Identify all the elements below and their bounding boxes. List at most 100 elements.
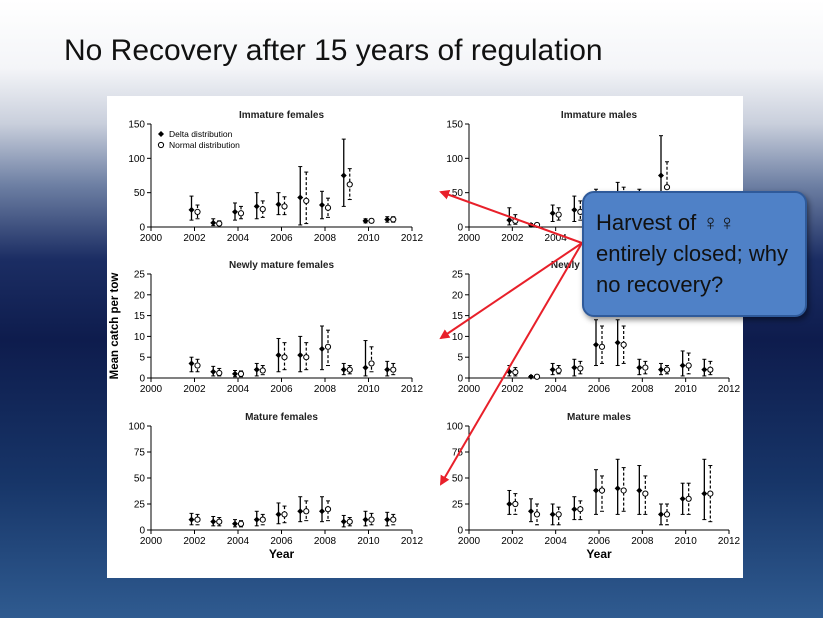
y-tick-label: 50 [134, 188, 146, 199]
x-tick-label: 2008 [314, 536, 337, 547]
legend-normal-label: Normal distribution [169, 140, 240, 150]
y-tick-label: 20 [134, 290, 146, 301]
x-tick-label: 2010 [675, 536, 698, 547]
normal-point [707, 490, 714, 497]
delta-point [188, 516, 195, 523]
x-tick-label: 2006 [588, 536, 611, 547]
normal-point [346, 181, 353, 188]
x-tick-label: 2000 [458, 536, 481, 547]
normal-point [368, 360, 375, 367]
y-tick-label: 0 [457, 374, 463, 385]
x-tick-label: 2006 [270, 536, 293, 547]
normal-point [620, 487, 627, 494]
normal-point [533, 511, 541, 518]
y-tick-label: 150 [128, 120, 145, 131]
normal-point [324, 343, 332, 350]
delta-point [571, 364, 578, 371]
x-tick-label: 2004 [545, 233, 568, 244]
x-axis-label: Year [269, 547, 295, 561]
delta-point [593, 341, 599, 348]
normal-point [598, 487, 606, 494]
delta-point [614, 485, 621, 492]
normal-point [303, 197, 310, 205]
x-tick-label: 2000 [458, 233, 481, 244]
x-tick-label: 2000 [140, 536, 163, 547]
y-tick-label: 25 [452, 500, 464, 511]
y-axis-label: Mean catch per tow [109, 273, 121, 380]
delta-point [658, 511, 664, 518]
delta-point [701, 366, 708, 373]
x-tick-label: 2006 [588, 384, 611, 395]
delta-point [275, 352, 282, 359]
delta-point [210, 219, 217, 226]
delta-point [362, 217, 369, 224]
delta-point [340, 518, 347, 525]
x-tick-label: 2010 [675, 384, 698, 395]
delta-point [679, 495, 686, 502]
delta-point [679, 362, 686, 369]
normal-point [346, 366, 353, 373]
delta-point [658, 172, 664, 179]
y-tick-label: 10 [134, 332, 146, 343]
normal-point [577, 506, 584, 513]
delta-point [232, 208, 238, 215]
x-tick-label: 2012 [401, 536, 424, 547]
normal-point [598, 343, 606, 350]
x-tick-label: 2004 [227, 384, 250, 395]
y-tick-label: 0 [139, 526, 145, 537]
normal-point [620, 341, 627, 348]
normal-point [368, 217, 375, 224]
normal-point [194, 208, 201, 215]
delta-point [319, 508, 325, 515]
delta-point [528, 508, 534, 515]
delta-point [571, 206, 578, 213]
normal-point [555, 511, 562, 518]
delta-point [275, 511, 282, 518]
x-tick-label: 2012 [718, 536, 741, 547]
y-tick-label: 15 [134, 311, 146, 322]
delta-point [188, 360, 195, 367]
y-tick-label: 0 [457, 223, 463, 234]
y-tick-label: 100 [446, 422, 463, 433]
delta-point [362, 516, 369, 523]
y-tick-label: 0 [457, 526, 463, 537]
y-tick-label: 15 [452, 311, 464, 322]
delta-point [319, 345, 325, 352]
x-tick-label: 2008 [314, 233, 337, 244]
chart-1: Immature females 0 50 100 150 2000 2002 2004 200… [128, 110, 423, 244]
normal-point [216, 369, 223, 377]
y-tick-label: 50 [452, 188, 464, 199]
chart-3: Newly mature females 0 5 10 15 20 25 2000 2002 20… [109, 260, 424, 395]
x-tick-label: 2002 [183, 384, 206, 395]
arrow-2 [439, 242, 583, 340]
x-tick-label: 2008 [631, 536, 654, 547]
figure-panel: Immature females 0 50 100 150 2000 2002 2004 200… [107, 96, 743, 578]
delta-point [188, 206, 195, 213]
normal-point [346, 518, 353, 525]
normal-point [237, 370, 245, 377]
x-tick-label: 2002 [501, 384, 524, 395]
y-tick-label: 20 [452, 290, 464, 301]
delta-point [232, 520, 238, 527]
delta-point [297, 352, 304, 359]
slide-title: No Recovery after 15 years of regulation [64, 34, 603, 67]
delta-point [319, 202, 325, 209]
x-tick-label: 2000 [458, 384, 481, 395]
normal-point [259, 206, 266, 213]
delta-point [528, 373, 534, 380]
x-tick-label: 2010 [357, 233, 380, 244]
x-tick-label: 2004 [227, 233, 250, 244]
normal-point [533, 373, 541, 380]
normal-point [663, 511, 671, 518]
x-tick-label: 2012 [718, 384, 741, 395]
normal-point [259, 367, 266, 374]
chart-title: Newly mature females [229, 260, 334, 271]
y-tick-label: 0 [139, 374, 145, 385]
delta-point [636, 487, 643, 494]
chart-title: Mature females [245, 412, 318, 423]
delta-point [506, 217, 513, 224]
normal-point [368, 516, 375, 523]
normal-point [281, 354, 288, 361]
y-tick-label: 50 [134, 474, 146, 485]
